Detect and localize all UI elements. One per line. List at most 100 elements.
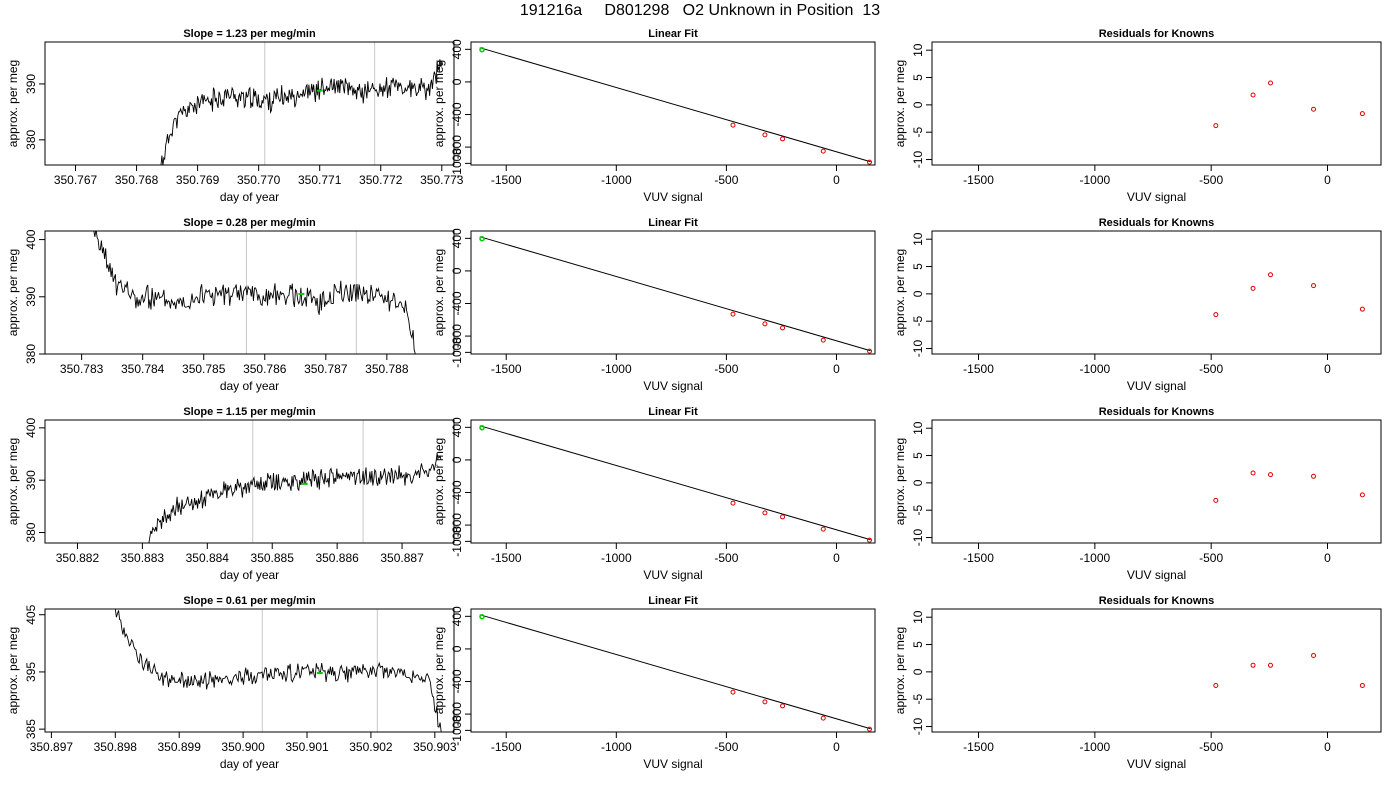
y-tick-label: 10 xyxy=(911,421,925,435)
x-tick-label: -1500 xyxy=(491,173,522,187)
x-tick-label: -1500 xyxy=(963,173,994,187)
y-tick-label: 0 xyxy=(450,456,464,463)
y-tick-label: 5 xyxy=(911,74,925,81)
plot-area xyxy=(479,424,872,543)
residual-point xyxy=(1267,272,1273,278)
residual-point xyxy=(1267,662,1273,668)
plot-frame xyxy=(44,608,455,733)
y-tick-label: 5 xyxy=(911,641,925,648)
page-title: 191216a D801298 O2 Unknown in Position 1… xyxy=(519,2,881,19)
plot-area xyxy=(160,42,443,165)
x-tick-label: 350.903 xyxy=(413,740,457,754)
plot-area xyxy=(479,46,872,165)
y-tick-label: -1000 xyxy=(450,715,464,746)
y-tick-label: 400 xyxy=(450,228,464,248)
y-tick-label: -800 xyxy=(450,324,464,348)
y-axis-label: approx. per meg xyxy=(6,249,20,336)
x-tick-label: -500 xyxy=(714,362,738,376)
plot-frame xyxy=(931,230,1382,355)
panel-fit-1: Linear Fit-1500 -1000 -500 0-1000-800-40004… xyxy=(432,28,876,204)
x-tick-label: 0 xyxy=(1324,362,1331,376)
x-tick-label: 350.885 xyxy=(251,551,295,565)
x-tick-label: 350.768 xyxy=(115,173,159,187)
plot-frame xyxy=(470,608,876,733)
residual-point xyxy=(1250,470,1256,476)
x-axis-label: day of year xyxy=(220,568,279,582)
x-tick-label: 0 xyxy=(833,740,840,754)
panel-title: Linear Fit xyxy=(648,217,698,229)
residual-point xyxy=(1267,472,1273,478)
known-point xyxy=(730,689,736,695)
plot-area xyxy=(1213,80,1365,129)
y-axis-label: approx. per meg xyxy=(6,438,20,525)
plot-frame xyxy=(931,41,1382,166)
plot-frame xyxy=(470,230,876,355)
y-tick-label: -5 xyxy=(911,505,925,516)
x-tick-label: -500 xyxy=(1199,362,1223,376)
x-tick-label: -500 xyxy=(1199,740,1223,754)
known-point xyxy=(730,122,736,128)
x-tick-label: -1500 xyxy=(491,740,522,754)
known-point xyxy=(780,703,786,709)
plot-area xyxy=(1213,470,1365,503)
residual-point xyxy=(1213,683,1219,689)
y-tick-label: 390 xyxy=(24,74,38,94)
x-tick-label: -1000 xyxy=(1079,551,1110,565)
x-tick-label: -1500 xyxy=(963,551,994,565)
panel-fit-2: Linear Fit-1500 -1000 -500 0-1000-800-40004… xyxy=(432,217,876,393)
y-axis-label: approx. per meg xyxy=(893,249,907,336)
x-tick-label: 350.785 xyxy=(182,362,226,376)
y-tick-label: -10 xyxy=(911,718,925,736)
x-tick-label: -1000 xyxy=(1079,740,1110,754)
fit-line xyxy=(479,47,871,163)
x-tick-label: -1000 xyxy=(601,173,632,187)
plot-area xyxy=(479,613,872,732)
trace-line xyxy=(148,453,442,543)
x-axis-label: VUV signal xyxy=(643,568,702,582)
y-tick-label: 385 xyxy=(24,719,38,739)
x-axis-label: VUV signal xyxy=(643,757,702,771)
y-tick-label: -400 xyxy=(450,480,464,504)
known-point xyxy=(730,311,736,317)
plot-area xyxy=(114,609,442,732)
panel-fit-4: Linear Fit-1500 -1000 -500 0-1000-800-40004… xyxy=(432,595,876,771)
x-axis-label: VUV signal xyxy=(1127,379,1186,393)
x-tick-label: 350.773 xyxy=(420,173,464,187)
x-tick-label: 350.883 xyxy=(121,551,165,565)
x-tick-label: -1500 xyxy=(963,740,994,754)
residual-point xyxy=(1359,111,1365,117)
residual-point xyxy=(1311,652,1317,658)
residual-point xyxy=(1311,283,1317,289)
y-axis-label: approx. per meg xyxy=(6,627,20,714)
x-tick-label: 350.886 xyxy=(315,551,359,565)
x-tick-label: 350.882 xyxy=(56,551,100,565)
y-tick-label: -5 xyxy=(911,127,925,138)
y-tick-label: -1000 xyxy=(450,337,464,368)
trace-line xyxy=(160,59,443,165)
plot-area xyxy=(479,235,872,354)
panel-title: Linear Fit xyxy=(648,28,698,40)
panel-title: Slope = 0.28 per meg/min xyxy=(183,217,316,229)
y-tick-label: 400 xyxy=(24,229,38,249)
known-point xyxy=(866,159,872,165)
residual-point xyxy=(1359,683,1365,689)
panel-title: Linear Fit xyxy=(648,595,698,607)
residual-point xyxy=(1311,473,1317,479)
panel-trace-2: Slope = 0.28 per meg/min 350.783 350.784 35… xyxy=(6,217,455,393)
plot-frame xyxy=(44,230,455,355)
residual-point xyxy=(1250,662,1256,668)
x-tick-label: -1000 xyxy=(1079,173,1110,187)
known-point xyxy=(866,348,872,354)
y-tick-label: 10 xyxy=(911,232,925,246)
residual-point xyxy=(1359,306,1365,312)
x-axis-label: VUV signal xyxy=(643,379,702,393)
panel-title: Residuals for Knowns xyxy=(1099,406,1215,418)
fit-line xyxy=(479,614,871,730)
trace-line xyxy=(114,609,442,732)
known-point xyxy=(762,321,768,327)
known-point xyxy=(820,148,826,154)
y-tick-label: -800 xyxy=(450,702,464,726)
x-tick-label: 350.784 xyxy=(121,362,165,376)
panel-title: Slope = 0.61 per meg/min xyxy=(183,595,316,607)
y-tick-label: 0 xyxy=(450,645,464,652)
